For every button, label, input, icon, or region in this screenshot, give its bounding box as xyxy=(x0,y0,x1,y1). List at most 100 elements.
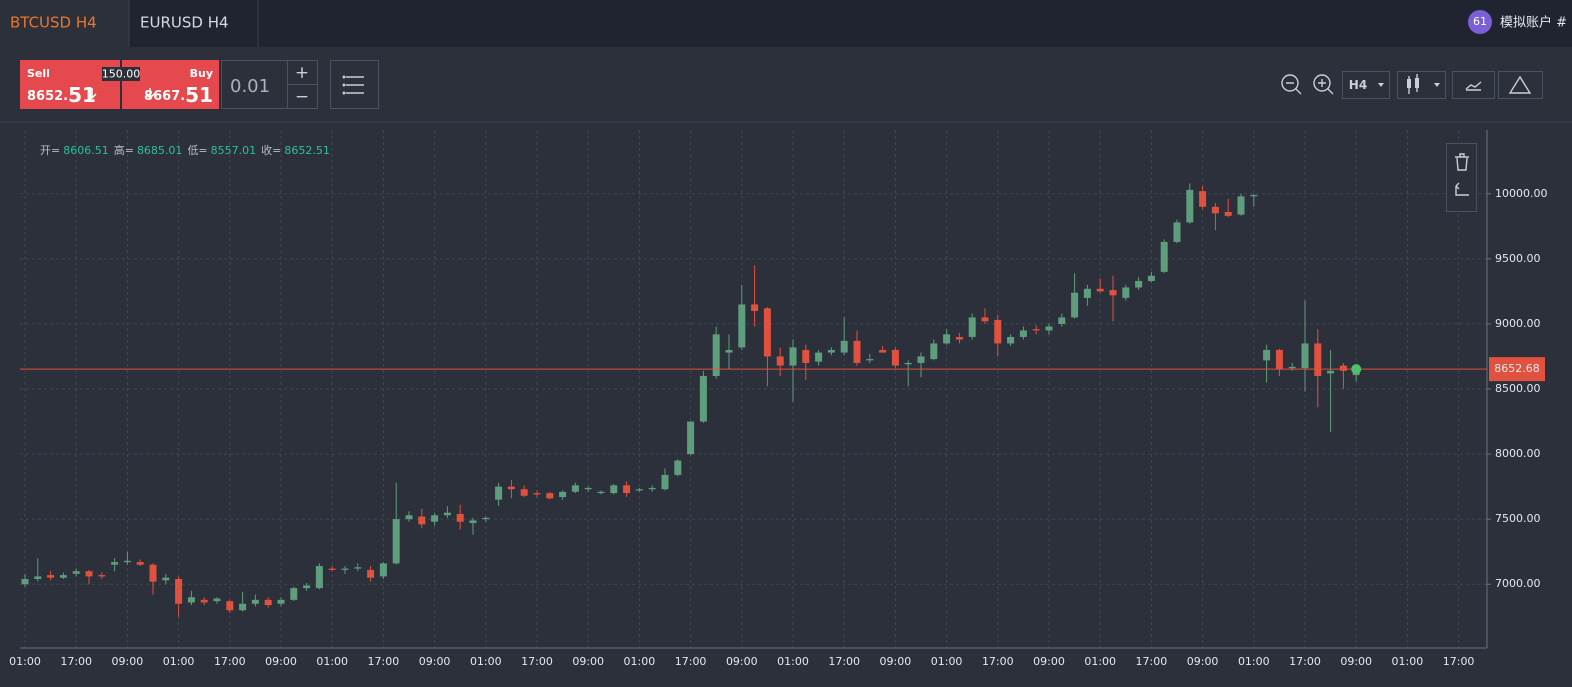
candle-body xyxy=(738,304,746,348)
indicator-button[interactable] xyxy=(1452,71,1495,99)
x-tick-label: 01:00 xyxy=(163,655,195,668)
ohlc-label: 收= xyxy=(261,143,281,157)
x-tick-label: 09:00 xyxy=(572,655,604,668)
candle-body xyxy=(1211,206,1219,214)
candle-body xyxy=(1007,336,1015,344)
candle-body xyxy=(1019,330,1027,337)
candle-body xyxy=(1071,292,1079,318)
candle-body xyxy=(635,489,643,491)
x-tick-label: 17:00 xyxy=(1443,655,1475,668)
y-tick-label: 9000.00 xyxy=(1495,317,1541,330)
candle-body xyxy=(891,349,899,366)
x-tick-label: 09:00 xyxy=(1340,655,1372,668)
candle-body xyxy=(162,577,170,581)
candle-body xyxy=(1186,189,1194,223)
candle-body xyxy=(648,487,656,490)
indicator-icon xyxy=(1465,81,1482,91)
sell-arrow xyxy=(87,88,97,100)
sell-label: Sell xyxy=(27,67,50,80)
chart-type-select[interactable] xyxy=(1397,71,1446,99)
candle-body xyxy=(687,421,695,455)
candle-body xyxy=(405,515,413,520)
drawing-button[interactable] xyxy=(1498,71,1543,99)
x-tick-label: 01:00 xyxy=(931,655,963,668)
y-tick-label: 7500.00 xyxy=(1495,512,1541,525)
candle-body xyxy=(418,516,426,525)
candle-body xyxy=(789,347,797,366)
buy-price-pips: 51 xyxy=(185,83,213,107)
account-label[interactable]: 模拟账户 # xyxy=(1500,15,1567,31)
candle-body xyxy=(879,349,887,353)
spread-box xyxy=(102,67,140,81)
candle-body xyxy=(623,485,631,494)
candle-body xyxy=(328,568,336,570)
x-tick-label: 09:00 xyxy=(265,655,297,668)
timeframe-select[interactable] xyxy=(1342,71,1390,99)
candle-body xyxy=(85,571,93,577)
candle-body xyxy=(354,567,362,569)
x-tick-label: 09:00 xyxy=(112,655,144,668)
tab-active-bg xyxy=(0,0,129,47)
candle-body xyxy=(98,575,106,577)
x-tick-label: 01:00 xyxy=(9,655,41,668)
ohlc-value: 8685.01 xyxy=(137,144,183,157)
candle-body xyxy=(251,599,259,604)
candle-icon xyxy=(1415,78,1419,88)
candle-body xyxy=(712,334,720,376)
candle-body xyxy=(495,486,503,500)
candle-body xyxy=(1199,191,1207,207)
ohlc-legend: 开= 8606.51 高= 8685.01 低= 8557.01 收= 8652.51 xyxy=(40,143,330,157)
account-badge[interactable] xyxy=(1468,10,1492,34)
y-tick-label: 10000.00 xyxy=(1495,187,1548,200)
tab[interactable]: BTCUSD H4 xyxy=(10,14,97,32)
lot-minus[interactable]: − xyxy=(295,87,309,107)
candle-body xyxy=(968,317,976,337)
candle-body xyxy=(1314,343,1322,376)
zoom-out[interactable] xyxy=(1281,74,1302,95)
orders-button[interactable] xyxy=(330,60,379,109)
x-tick-label: 17:00 xyxy=(521,655,553,668)
candle-body xyxy=(1275,349,1283,370)
candle-body xyxy=(981,317,989,322)
candle-body xyxy=(1237,196,1245,215)
list-icon xyxy=(346,76,364,94)
candle-body xyxy=(136,562,144,565)
tab[interactable]: EURUSD H4 xyxy=(140,14,229,32)
lot-plus[interactable]: + xyxy=(295,63,309,83)
candle-body xyxy=(1301,343,1309,369)
candle-body xyxy=(533,493,541,495)
ohlc-value: 8652.51 xyxy=(284,144,330,157)
x-tick-label: 01:00 xyxy=(1238,655,1270,668)
candle-body xyxy=(1032,329,1040,331)
buy-label: Buy xyxy=(190,67,213,80)
lot-value[interactable]: 0.01 xyxy=(230,76,270,97)
sell-price-main: 8652. xyxy=(27,89,68,104)
current-price-tag xyxy=(1489,357,1545,382)
candle-body xyxy=(763,308,771,357)
candle-body xyxy=(827,349,835,353)
candle-body xyxy=(482,517,490,520)
candle-body xyxy=(661,474,669,490)
zoom-in[interactable] xyxy=(1313,74,1334,95)
candle-body xyxy=(1135,280,1143,288)
y-tick-label: 7000.00 xyxy=(1495,577,1541,590)
candle-body xyxy=(303,585,311,589)
candle-body xyxy=(725,349,733,353)
candle-body xyxy=(1109,290,1117,296)
candle-body xyxy=(290,588,298,600)
list-dot xyxy=(342,83,346,87)
x-tick-label: 17:00 xyxy=(1289,655,1321,668)
x-tick-label: 09:00 xyxy=(880,655,912,668)
tool-panel xyxy=(1446,143,1477,212)
candle-body xyxy=(802,349,810,363)
candle-body xyxy=(674,460,682,475)
candle-body xyxy=(1058,317,1066,324)
y-tick-label: 8500.00 xyxy=(1495,382,1541,395)
undo-icon[interactable] xyxy=(1455,182,1469,196)
delete-icon[interactable] xyxy=(1455,153,1469,171)
candle-body xyxy=(610,485,618,494)
candle-body xyxy=(149,564,157,582)
x-tick-label: 17:00 xyxy=(675,655,707,668)
x-tick-label: 09:00 xyxy=(1187,655,1219,668)
